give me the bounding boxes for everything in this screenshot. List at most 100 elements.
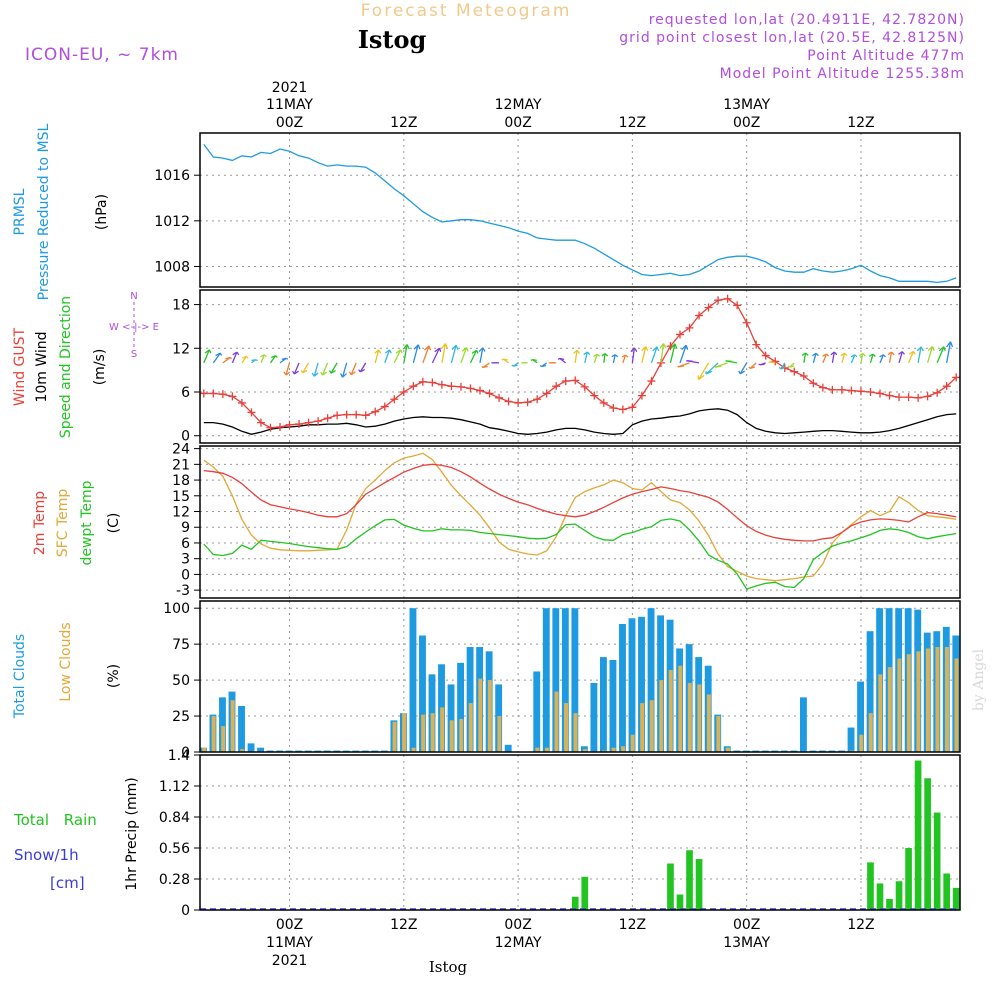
wind-direction-arrow (269, 355, 277, 364)
wind-direction-arrow (679, 345, 687, 364)
total-cloud-bar (571, 608, 579, 752)
wind-arrow-head (830, 351, 838, 356)
top-axis-hour: 00Z (504, 115, 531, 131)
total-cloud-bar (542, 608, 550, 752)
rain-bar (895, 881, 903, 910)
low-cloud-bar (573, 713, 578, 752)
cloud-label-low: Low Clouds (58, 622, 74, 701)
gust-point (209, 389, 218, 398)
gust-point (390, 395, 399, 404)
wind-label-10m: 10m Wind (34, 331, 50, 402)
wind-arrow-head (557, 357, 565, 361)
wind-direction-arrow (936, 346, 945, 364)
wind-label-dir: Speed and Direction (58, 296, 74, 438)
wind-arrow-head (225, 356, 232, 360)
gust-point (514, 398, 523, 407)
y-tick-label: 50 (172, 673, 190, 689)
wind-arrow-head (812, 352, 819, 357)
gust-point (818, 383, 827, 392)
watermark: by Angel (971, 648, 987, 711)
low-cloud-bar (544, 747, 549, 752)
point-altitude: Point Altitude 477m (807, 48, 965, 64)
y-tick-label: 15 (172, 489, 190, 505)
gust-point (904, 393, 913, 402)
wind-arrow-head (887, 351, 895, 356)
total-cloud-bar (247, 743, 255, 752)
wind-direction-arrow (946, 341, 952, 363)
wind-direction-arrow (350, 362, 357, 375)
total-cloud-bar (257, 747, 264, 752)
wind-direction-arrow (212, 352, 221, 364)
total-cloud-bar (609, 659, 617, 752)
temp-background (200, 446, 960, 598)
y-tick-label: 6 (181, 385, 190, 401)
pressure-line (203, 144, 957, 284)
wind-arrow-head (946, 341, 954, 348)
wind-arrow-head (501, 358, 508, 361)
low-cloud-bar (725, 747, 730, 752)
wind-arrow-head (840, 352, 848, 357)
wind-direction-arrow (374, 349, 380, 364)
y-tick-label: 18 (172, 298, 190, 314)
wind-arrow-head (384, 349, 392, 354)
wind-direction-arrow (431, 347, 441, 364)
gust-point (799, 371, 808, 380)
low-cloud-bar (925, 648, 930, 752)
low-cloud-bar (649, 700, 654, 752)
low-cloud-bar (392, 721, 397, 752)
wind-arrow-head (681, 344, 689, 351)
wind-direction-arrow (241, 356, 247, 364)
y-tick-label: 6 (181, 536, 190, 552)
requested-coords: requested lon,lat (20.4911E, 42.7820N) (649, 12, 965, 28)
gust-point (742, 318, 751, 327)
wind-frame (199, 289, 961, 444)
gust-point (828, 385, 837, 394)
low-cloud-bar (230, 700, 235, 752)
temp-label-sfc: SFC Temp (55, 489, 71, 558)
wind-arrow-head (461, 346, 469, 352)
low-cloud-bar (640, 703, 645, 752)
wind-arrow-head (659, 343, 667, 349)
gust-point (914, 393, 923, 402)
precip-label-snow: Snow/1h (14, 846, 79, 864)
gust-point (323, 414, 332, 423)
wind-arrow-head (898, 351, 905, 355)
gust-point (352, 410, 361, 419)
wind-arrow-head (652, 346, 660, 352)
wind-direction-arrow (330, 362, 338, 374)
wind-arrow-head (850, 354, 858, 358)
wind-arrow-head (573, 349, 581, 354)
y-tick-label: 1.4 (168, 748, 190, 764)
gust-point (266, 423, 275, 432)
wind-direction-arrow (841, 353, 846, 364)
panels: 100810121016061218-303691215182124025507… (154, 132, 961, 919)
wind-arrow-head (738, 370, 746, 375)
gust-point (885, 391, 894, 400)
low-cloud-bar (421, 714, 426, 752)
wind-direction-arrow (593, 354, 598, 364)
low-cloud-bar (211, 716, 216, 752)
wind-direction-arrow (285, 362, 291, 376)
wind-direction-arrow (612, 354, 616, 364)
gust-point (371, 407, 380, 416)
wind-direction-arrow (479, 347, 484, 363)
low-cloud-bar (621, 746, 626, 752)
dewpt-line (203, 518, 957, 590)
low-cloud-bar (859, 734, 864, 752)
wind-arrow-head (593, 353, 600, 357)
top-axis-date: 11MAY (266, 97, 313, 113)
low-cloud-bar (459, 718, 464, 752)
wind-direction-arrow (302, 362, 310, 374)
gust-point (399, 388, 408, 396)
total-cloud-bar (466, 647, 474, 752)
gust-point (218, 390, 227, 399)
gust-point (380, 402, 389, 411)
gust-point (495, 393, 504, 402)
pressure-frame (199, 132, 961, 288)
gust-point (314, 417, 323, 426)
gust-point (771, 357, 780, 366)
gust-point (752, 340, 761, 349)
wind-direction-arrow (812, 353, 817, 364)
